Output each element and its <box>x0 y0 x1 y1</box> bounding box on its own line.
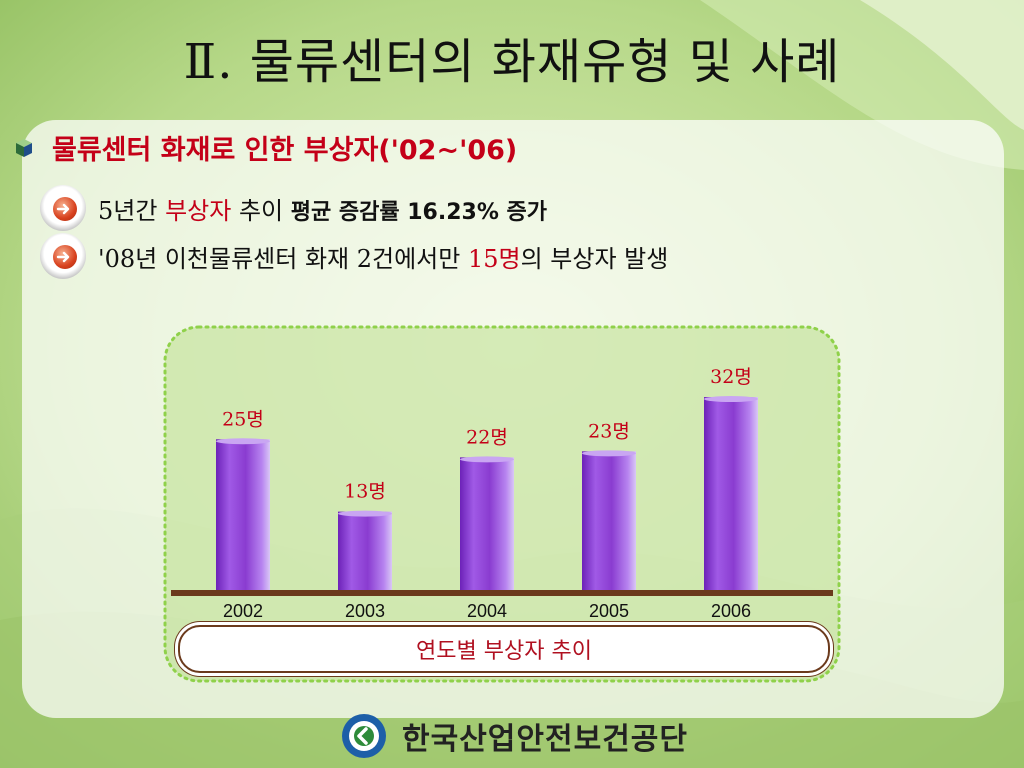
data-label: 22명 <box>466 426 508 448</box>
bullet-prefix: '08년 이천물류센터 화재 2건에서만 <box>98 244 468 273</box>
data-label: 25명 <box>222 408 264 430</box>
bar-top <box>704 396 758 403</box>
bullet-highlight: 15명 <box>467 244 521 273</box>
chart-caption-box: 연도별 부상자 추이 <box>178 625 830 673</box>
bullet-middle: 의 부상자 발생 <box>520 244 669 273</box>
bar-chart: 25명 2002 13명 2003 22명 2004 23명 2005 32명 2006 <box>163 325 841 683</box>
data-label: 23명 <box>588 420 630 442</box>
bar-top <box>216 438 270 445</box>
arrow-right-icon <box>40 185 86 231</box>
bar <box>582 451 636 590</box>
x-tick-label: 2004 <box>467 601 507 621</box>
bar-top <box>460 456 514 463</box>
bullet-text: '08년 이천물류센터 화재 2건에서만 15명의 부상자 발생 <box>98 239 668 274</box>
bar <box>338 511 392 590</box>
data-label: 32명 <box>710 366 752 388</box>
bar <box>216 439 270 590</box>
x-tick-label: 2005 <box>589 601 629 621</box>
chart-caption: 연도별 부상자 추이 <box>416 639 592 664</box>
x-tick-label: 2003 <box>345 601 385 621</box>
section-heading-row: 물류센터 화재로 인한 부상자('02~'06) <box>12 128 517 167</box>
page-title: Ⅱ. 물류센터의 화재유형 및 사례 <box>183 34 841 90</box>
bullet-middle: 추이 <box>231 196 291 225</box>
bar <box>704 397 758 590</box>
x-tick-label: 2002 <box>223 601 263 621</box>
bullet-highlight: 부상자 <box>165 196 232 225</box>
bullet-item: 5년간 부상자 추이 평균 증감률 16.23% 증가 <box>40 185 547 231</box>
x-axis-baseline <box>171 590 833 596</box>
footer-org-name: 한국산업안전보건공단 <box>402 722 688 757</box>
bullet-emphasis: 평균 증감률 16.23% 증가 <box>290 199 548 225</box>
bullet-prefix: 5년간 <box>98 196 166 225</box>
bar-top <box>338 510 392 517</box>
section-heading: 물류센터 화재로 인한 부상자('02~'06) <box>52 135 518 166</box>
bar <box>460 457 514 590</box>
data-label: 13명 <box>344 481 386 503</box>
cube-bullet-icon <box>12 137 34 159</box>
bullet-text: 5년간 부상자 추이 평균 증감률 16.23% 증가 <box>98 191 547 226</box>
arrow-right-icon <box>40 233 86 279</box>
footer: 한국산업안전보건공단 <box>340 712 688 760</box>
bullet-item: '08년 이천물류센터 화재 2건에서만 15명의 부상자 발생 <box>40 233 668 279</box>
kosha-logo-icon <box>342 714 386 758</box>
x-tick-label: 2006 <box>711 601 751 621</box>
bar-top <box>582 450 636 457</box>
